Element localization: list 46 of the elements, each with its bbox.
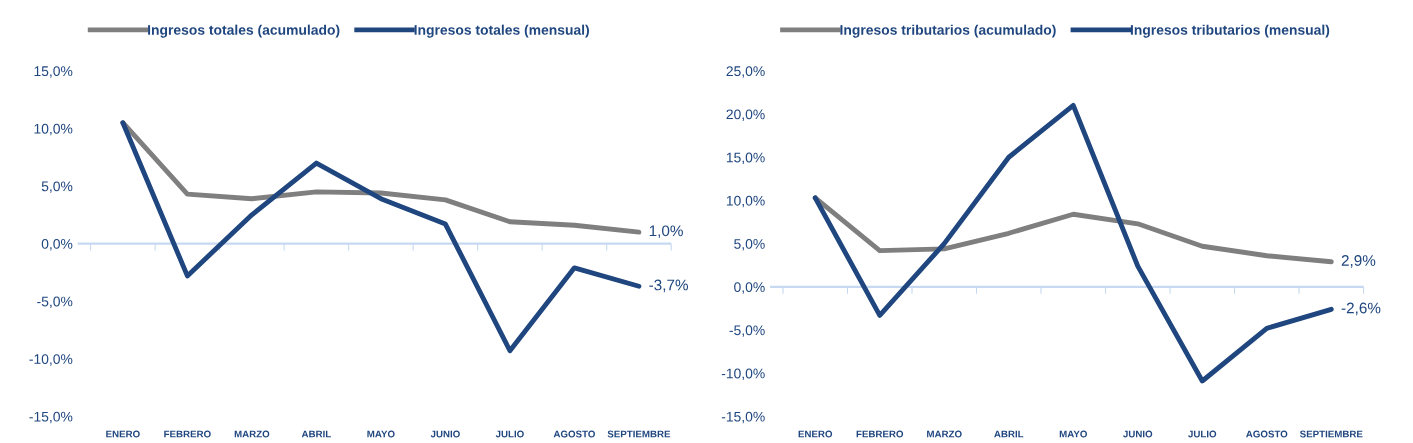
y-tick-label: -10,0% (29, 354, 73, 366)
x-tick-label: FEBRERO (164, 430, 211, 438)
x-tick-label: ABRIL (994, 430, 1024, 438)
x-tick-label: FEBRERO (856, 430, 904, 438)
x-tick-label: MARZO (927, 430, 962, 438)
y-tick-label: -5,0% (37, 296, 73, 309)
y-tick-label: -15,0% (721, 411, 765, 424)
x-tick-label: AGOSTO (553, 430, 595, 438)
x-tick-label: MAYO (1059, 430, 1087, 438)
y-tick-label: 25,0% (726, 66, 765, 78)
data-label: 2,9% (1341, 255, 1376, 268)
line-series (120, 120, 642, 354)
legend-label: Ingresos totales (mensual) (414, 24, 589, 38)
x-tick-label: JUNIO (1123, 430, 1153, 438)
x-tick-label: JULIO (1188, 430, 1217, 438)
data-label: 1,0% (649, 225, 683, 239)
y-tick-label: 5,0% (734, 238, 765, 251)
legend-label: Ingresos totales (acumulado) (148, 24, 340, 38)
y-tick-label: 5,0% (41, 181, 73, 193)
y-tick-label: 10,0% (34, 123, 73, 136)
y-tick-label: -15,0% (29, 411, 73, 424)
data-label: -3,7% (649, 279, 689, 293)
x-tick-label: JUNIO (430, 430, 460, 438)
x-tick-label: AGOSTO (1246, 430, 1288, 438)
x-tick-label: MAYO (367, 430, 395, 438)
legend-label: Ingresos tributarios (mensual) (1130, 24, 1330, 38)
x-tick-label: JULIO (495, 430, 524, 438)
data-label: -2,6% (1341, 302, 1381, 316)
y-tick-label: 10,0% (726, 195, 765, 208)
x-tick-label: ABRIL (301, 430, 331, 438)
y-tick-label: -5,0% (729, 325, 765, 337)
y-tick-label: 15,0% (34, 66, 73, 78)
y-tick-label: 0,0% (41, 238, 73, 251)
line-series (812, 195, 1334, 265)
x-tick-label: SEPTIEMBRE (607, 430, 671, 438)
x-tick-label: SEPTIEMBRE (1299, 430, 1363, 438)
legend-label: Ingresos tributarios (acumulado) (840, 24, 1056, 38)
x-tick-label: MARZO (234, 430, 270, 438)
y-tick-label: 20,0% (726, 109, 765, 121)
x-tick-label: ENERO (106, 430, 140, 438)
line-series (120, 120, 642, 235)
y-tick-label: 0,0% (734, 282, 765, 294)
y-tick-label: -10,0% (721, 368, 765, 381)
line-series (812, 103, 1334, 384)
y-tick-label: 15,0% (726, 152, 765, 165)
x-tick-label: ENERO (798, 430, 833, 438)
